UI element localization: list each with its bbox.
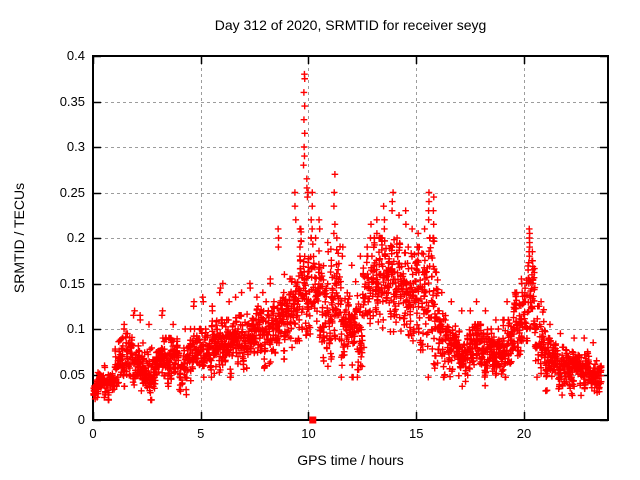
x-tick-label: 0	[89, 426, 97, 441]
x-axis-title: GPS time / hours	[297, 452, 404, 468]
y-tick-label: 0.3	[66, 139, 85, 154]
y-tick-label: 0.15	[59, 275, 85, 291]
y-tick-label: 0.35	[59, 93, 85, 109]
chart-title: Day 312 of 2020, SRMTID for receiver sey…	[214, 17, 487, 33]
y-tick-label: 0.1	[66, 321, 85, 336]
y-tick-label: 0	[77, 412, 85, 427]
x-tick-label: 10	[301, 426, 316, 441]
y-axis-title: SRMTID / TECUs	[11, 182, 27, 294]
y-tick-label: 0.05	[59, 366, 85, 382]
y-tick-label: 0.4	[66, 48, 85, 63]
x-tick-label: 20	[516, 426, 532, 441]
y-tick-label: 0.25	[59, 184, 85, 200]
x-tick-label: 15	[408, 426, 424, 441]
y-tick-label: 0.2	[66, 230, 85, 245]
x-tick-label: 5	[197, 426, 205, 441]
